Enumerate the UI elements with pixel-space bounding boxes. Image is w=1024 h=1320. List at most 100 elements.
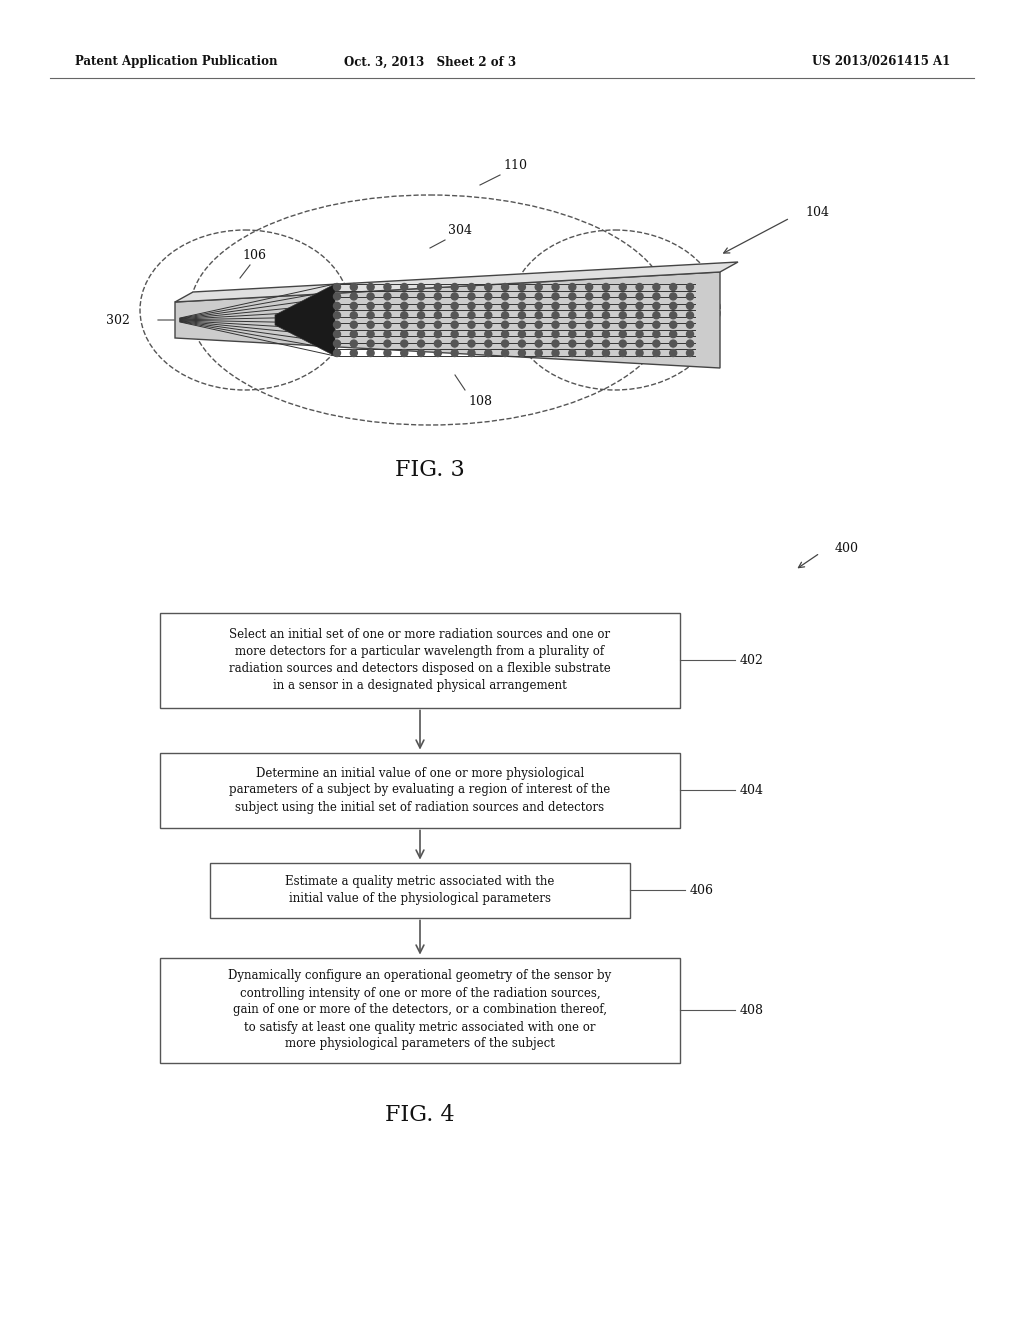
Circle shape <box>400 312 408 319</box>
Circle shape <box>350 284 357 290</box>
Circle shape <box>602 312 609 319</box>
Circle shape <box>670 341 677 347</box>
Circle shape <box>569 350 575 356</box>
Circle shape <box>418 312 425 319</box>
Text: 110: 110 <box>503 158 527 172</box>
Circle shape <box>536 302 543 309</box>
Text: 108: 108 <box>468 395 492 408</box>
Circle shape <box>484 341 492 347</box>
Circle shape <box>368 293 374 300</box>
Circle shape <box>334 350 341 356</box>
Circle shape <box>334 341 341 347</box>
Text: 400: 400 <box>835 541 859 554</box>
Circle shape <box>686 341 693 347</box>
Circle shape <box>518 293 525 300</box>
Circle shape <box>502 341 509 347</box>
Circle shape <box>636 284 643 290</box>
Circle shape <box>586 293 593 300</box>
Circle shape <box>552 321 559 329</box>
Circle shape <box>384 302 391 309</box>
Circle shape <box>400 284 408 290</box>
Circle shape <box>368 330 374 338</box>
Circle shape <box>368 302 374 309</box>
Circle shape <box>586 321 593 329</box>
Circle shape <box>653 350 659 356</box>
Text: Oct. 3, 2013   Sheet 2 of 3: Oct. 3, 2013 Sheet 2 of 3 <box>344 55 516 69</box>
Circle shape <box>368 350 374 356</box>
Text: Determine an initial value of one or more physiological
parameters of a subject : Determine an initial value of one or mor… <box>229 767 610 813</box>
Circle shape <box>468 341 475 347</box>
Circle shape <box>434 302 441 309</box>
Circle shape <box>502 284 509 290</box>
Circle shape <box>434 293 441 300</box>
Circle shape <box>350 330 357 338</box>
Circle shape <box>670 312 677 319</box>
Circle shape <box>670 321 677 329</box>
Polygon shape <box>275 284 335 356</box>
Circle shape <box>569 341 575 347</box>
Circle shape <box>620 293 627 300</box>
Circle shape <box>686 284 693 290</box>
Circle shape <box>686 321 693 329</box>
Text: 402: 402 <box>740 653 764 667</box>
Circle shape <box>484 330 492 338</box>
Circle shape <box>653 293 659 300</box>
Circle shape <box>350 341 357 347</box>
Circle shape <box>536 284 543 290</box>
Circle shape <box>602 341 609 347</box>
Circle shape <box>670 293 677 300</box>
Circle shape <box>502 293 509 300</box>
Circle shape <box>602 330 609 338</box>
Circle shape <box>620 312 627 319</box>
Circle shape <box>552 302 559 309</box>
Bar <box>210 862 630 917</box>
Polygon shape <box>175 261 738 302</box>
Circle shape <box>620 321 627 329</box>
Circle shape <box>653 321 659 329</box>
Circle shape <box>468 350 475 356</box>
Circle shape <box>586 284 593 290</box>
Circle shape <box>552 350 559 356</box>
Text: Patent Application Publication: Patent Application Publication <box>75 55 278 69</box>
Circle shape <box>586 350 593 356</box>
Circle shape <box>586 341 593 347</box>
Circle shape <box>552 330 559 338</box>
Text: 302: 302 <box>106 314 130 326</box>
Text: Dynamically configure an operational geometry of the sensor by
controlling inten: Dynamically configure an operational geo… <box>228 969 611 1051</box>
Circle shape <box>452 284 458 290</box>
Circle shape <box>400 293 408 300</box>
Circle shape <box>502 350 509 356</box>
Circle shape <box>400 350 408 356</box>
Circle shape <box>384 312 391 319</box>
Circle shape <box>434 350 441 356</box>
Text: 408: 408 <box>740 1003 764 1016</box>
Circle shape <box>636 293 643 300</box>
Bar <box>160 957 680 1063</box>
Circle shape <box>518 312 525 319</box>
Circle shape <box>620 330 627 338</box>
Circle shape <box>334 312 341 319</box>
Circle shape <box>602 302 609 309</box>
Circle shape <box>536 312 543 319</box>
Circle shape <box>400 341 408 347</box>
Circle shape <box>653 284 659 290</box>
Circle shape <box>434 284 441 290</box>
Circle shape <box>536 330 543 338</box>
Circle shape <box>452 350 458 356</box>
Circle shape <box>670 330 677 338</box>
Circle shape <box>418 341 425 347</box>
Circle shape <box>586 330 593 338</box>
Circle shape <box>418 321 425 329</box>
Text: FIG. 3: FIG. 3 <box>395 459 465 480</box>
Text: US 2013/0261415 A1: US 2013/0261415 A1 <box>812 55 950 69</box>
Circle shape <box>569 312 575 319</box>
Circle shape <box>502 302 509 309</box>
Circle shape <box>518 350 525 356</box>
Circle shape <box>536 293 543 300</box>
Circle shape <box>334 284 341 290</box>
Circle shape <box>686 293 693 300</box>
Polygon shape <box>175 272 720 368</box>
Circle shape <box>484 302 492 309</box>
Circle shape <box>552 341 559 347</box>
Circle shape <box>636 312 643 319</box>
